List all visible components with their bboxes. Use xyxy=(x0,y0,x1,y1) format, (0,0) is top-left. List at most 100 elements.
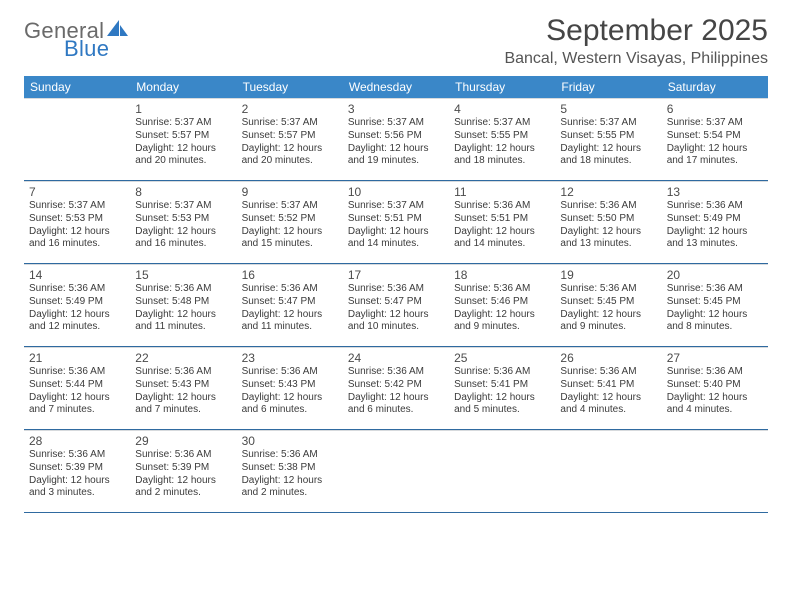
daylight-line: and 14 minutes. xyxy=(348,238,444,251)
weekday-header: Wednesday xyxy=(343,76,449,98)
day-cell-blank xyxy=(24,98,130,180)
sunset-line: Sunset: 5:41 PM xyxy=(454,379,550,392)
sunrise-line: Sunrise: 5:37 AM xyxy=(348,117,444,130)
daylight-line: and 8 minutes. xyxy=(667,321,763,334)
sunset-line: Sunset: 5:47 PM xyxy=(348,296,444,309)
day-number: 4 xyxy=(454,102,550,116)
daylight-line: Daylight: 12 hours xyxy=(135,143,231,156)
week-row: 21Sunrise: 5:36 AMSunset: 5:44 PMDayligh… xyxy=(24,347,768,430)
sunrise-line: Sunrise: 5:36 AM xyxy=(454,366,550,379)
weekday-header: Saturday xyxy=(662,76,768,98)
weekday-header: Sunday xyxy=(24,76,130,98)
sunset-line: Sunset: 5:42 PM xyxy=(348,379,444,392)
day-cell: 17Sunrise: 5:36 AMSunset: 5:47 PMDayligh… xyxy=(343,264,449,346)
day-cell: 3Sunrise: 5:37 AMSunset: 5:56 PMDaylight… xyxy=(343,98,449,180)
sunrise-line: Sunrise: 5:36 AM xyxy=(560,283,656,296)
daylight-line: Daylight: 12 hours xyxy=(242,143,338,156)
day-cell-blank xyxy=(555,430,661,512)
daylight-line: Daylight: 12 hours xyxy=(560,309,656,322)
day-number: 11 xyxy=(454,185,550,199)
daylight-line: and 14 minutes. xyxy=(454,238,550,251)
daylight-line: Daylight: 12 hours xyxy=(348,143,444,156)
week-row: 14Sunrise: 5:36 AMSunset: 5:49 PMDayligh… xyxy=(24,264,768,347)
day-cell: 8Sunrise: 5:37 AMSunset: 5:53 PMDaylight… xyxy=(130,181,236,263)
daylight-line: Daylight: 12 hours xyxy=(348,392,444,405)
daylight-line: Daylight: 12 hours xyxy=(667,143,763,156)
daylight-line: Daylight: 12 hours xyxy=(135,392,231,405)
sunrise-line: Sunrise: 5:36 AM xyxy=(348,283,444,296)
sunset-line: Sunset: 5:43 PM xyxy=(242,379,338,392)
daylight-line: and 19 minutes. xyxy=(348,155,444,168)
daylight-line: Daylight: 12 hours xyxy=(454,392,550,405)
daylight-line: Daylight: 12 hours xyxy=(348,226,444,239)
day-cell: 16Sunrise: 5:36 AMSunset: 5:47 PMDayligh… xyxy=(237,264,343,346)
daylight-line: Daylight: 12 hours xyxy=(135,226,231,239)
day-number: 13 xyxy=(667,185,763,199)
daylight-line: Daylight: 12 hours xyxy=(560,392,656,405)
day-cell: 13Sunrise: 5:36 AMSunset: 5:49 PMDayligh… xyxy=(662,181,768,263)
daylight-line: and 17 minutes. xyxy=(667,155,763,168)
sunrise-line: Sunrise: 5:36 AM xyxy=(348,366,444,379)
sunrise-line: Sunrise: 5:36 AM xyxy=(454,200,550,213)
day-cell: 2Sunrise: 5:37 AMSunset: 5:57 PMDaylight… xyxy=(237,98,343,180)
daylight-line: Daylight: 12 hours xyxy=(242,226,338,239)
daylight-line: and 6 minutes. xyxy=(348,404,444,417)
location-subtitle: Bancal, Western Visayas, Philippines xyxy=(504,50,768,68)
week-row: 28Sunrise: 5:36 AMSunset: 5:39 PMDayligh… xyxy=(24,430,768,513)
day-number: 3 xyxy=(348,102,444,116)
day-cell: 30Sunrise: 5:36 AMSunset: 5:38 PMDayligh… xyxy=(237,430,343,512)
sunrise-line: Sunrise: 5:37 AM xyxy=(560,117,656,130)
day-cell-blank xyxy=(662,430,768,512)
sunset-line: Sunset: 5:45 PM xyxy=(667,296,763,309)
sunset-line: Sunset: 5:48 PM xyxy=(135,296,231,309)
daylight-line: Daylight: 12 hours xyxy=(667,392,763,405)
day-cell: 15Sunrise: 5:36 AMSunset: 5:48 PMDayligh… xyxy=(130,264,236,346)
sunrise-line: Sunrise: 5:36 AM xyxy=(135,283,231,296)
day-cell: 1Sunrise: 5:37 AMSunset: 5:57 PMDaylight… xyxy=(130,98,236,180)
sunrise-line: Sunrise: 5:36 AM xyxy=(29,366,125,379)
day-number: 28 xyxy=(29,434,125,448)
sunset-line: Sunset: 5:49 PM xyxy=(29,296,125,309)
daylight-line: and 15 minutes. xyxy=(242,238,338,251)
daylight-line: Daylight: 12 hours xyxy=(242,475,338,488)
daylight-line: and 6 minutes. xyxy=(242,404,338,417)
daylight-line: Daylight: 12 hours xyxy=(29,309,125,322)
calendar-page: General Blue September 2025 Bancal, West… xyxy=(0,0,792,523)
day-number: 7 xyxy=(29,185,125,199)
sunset-line: Sunset: 5:46 PM xyxy=(454,296,550,309)
day-cell: 21Sunrise: 5:36 AMSunset: 5:44 PMDayligh… xyxy=(24,347,130,429)
title-block: September 2025 Bancal, Western Visayas, … xyxy=(504,14,768,68)
sunrise-line: Sunrise: 5:37 AM xyxy=(29,200,125,213)
sunset-line: Sunset: 5:57 PM xyxy=(135,130,231,143)
daylight-line: and 11 minutes. xyxy=(135,321,231,334)
sunrise-line: Sunrise: 5:36 AM xyxy=(29,283,125,296)
sunrise-line: Sunrise: 5:37 AM xyxy=(135,200,231,213)
sunrise-line: Sunrise: 5:37 AM xyxy=(135,117,231,130)
brand-logo: General Blue xyxy=(24,20,129,60)
sunset-line: Sunset: 5:41 PM xyxy=(560,379,656,392)
day-cell: 20Sunrise: 5:36 AMSunset: 5:45 PMDayligh… xyxy=(662,264,768,346)
daylight-line: and 16 minutes. xyxy=(135,238,231,251)
daylight-line: and 16 minutes. xyxy=(29,238,125,251)
sunset-line: Sunset: 5:51 PM xyxy=(348,213,444,226)
sunrise-line: Sunrise: 5:37 AM xyxy=(454,117,550,130)
day-number: 24 xyxy=(348,351,444,365)
daylight-line: and 2 minutes. xyxy=(135,487,231,500)
sunset-line: Sunset: 5:53 PM xyxy=(135,213,231,226)
day-cell: 28Sunrise: 5:36 AMSunset: 5:39 PMDayligh… xyxy=(24,430,130,512)
daylight-line: and 7 minutes. xyxy=(135,404,231,417)
sunset-line: Sunset: 5:57 PM xyxy=(242,130,338,143)
sunrise-line: Sunrise: 5:37 AM xyxy=(348,200,444,213)
daylight-line: Daylight: 12 hours xyxy=(560,143,656,156)
day-cell: 7Sunrise: 5:37 AMSunset: 5:53 PMDaylight… xyxy=(24,181,130,263)
sunset-line: Sunset: 5:49 PM xyxy=(667,213,763,226)
daylight-line: Daylight: 12 hours xyxy=(454,226,550,239)
daylight-line: and 3 minutes. xyxy=(29,487,125,500)
day-cell: 22Sunrise: 5:36 AMSunset: 5:43 PMDayligh… xyxy=(130,347,236,429)
daylight-line: and 9 minutes. xyxy=(454,321,550,334)
weekday-header-row: SundayMondayTuesdayWednesdayThursdayFrid… xyxy=(24,76,768,98)
sunset-line: Sunset: 5:51 PM xyxy=(454,213,550,226)
day-cell: 14Sunrise: 5:36 AMSunset: 5:49 PMDayligh… xyxy=(24,264,130,346)
sunset-line: Sunset: 5:53 PM xyxy=(29,213,125,226)
day-cell-blank xyxy=(449,430,555,512)
